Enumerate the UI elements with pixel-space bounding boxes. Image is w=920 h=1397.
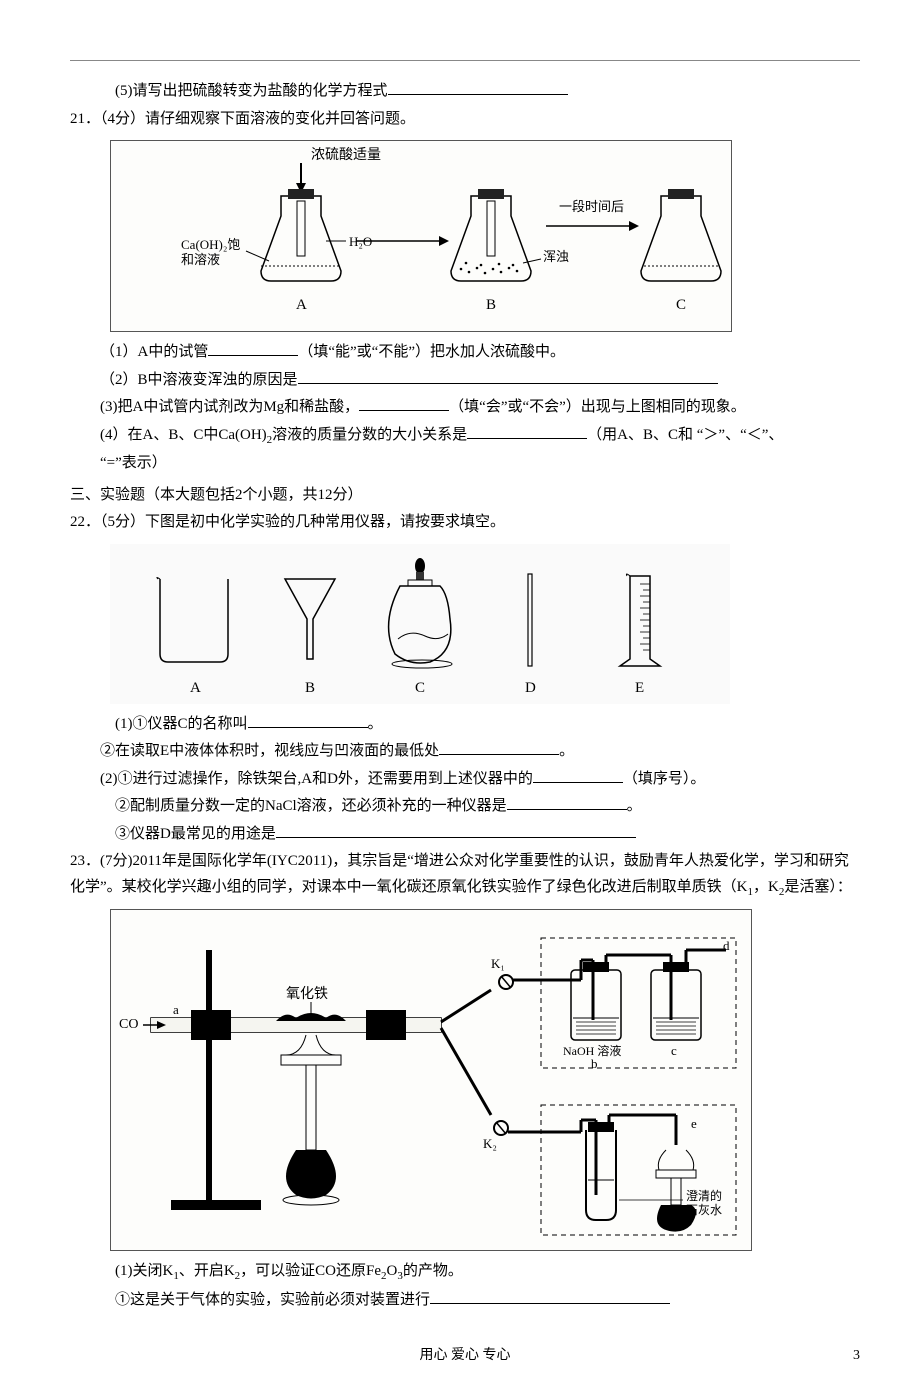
svg-text:A: A — [190, 680, 201, 696]
q22-2-2: ②配制质量分数一定的NaCl溶液，还必须补充的一种仪器是。 — [70, 794, 860, 820]
q21-4: (4）在A、B、C中Ca(OH)2溶液的质量分数的大小关系是（用A、B、C和 “… — [70, 423, 860, 450]
label-k2: K₂ — [483, 1136, 497, 1151]
svg-text:A: A — [296, 297, 307, 313]
label-co: CO — [119, 1017, 138, 1032]
q22-2-3: ③仪器D最常见的用途是 — [70, 822, 860, 848]
q22-1-1: (1)①仪器C的名称叫。 — [70, 712, 860, 738]
q23-1-1: ①这是关于气体的实验，实验前必须对装置进行 — [70, 1288, 860, 1314]
instrument-c: C — [389, 558, 452, 696]
q23-stem: 23．(7分)2011年是国际化学年(IYC2011)，其宗旨是“增进公众对化学… — [70, 849, 860, 901]
q22-figure: A B C D E — [110, 544, 730, 704]
blank-22-1-1[interactable] — [248, 712, 368, 728]
svg-text:和溶液: 和溶液 — [181, 252, 220, 267]
section3-head: 三、实验题（本大题包括2个小题，共12分） — [70, 483, 860, 509]
blank-21-2[interactable] — [298, 368, 718, 384]
label-turbid: 浑浊 — [543, 249, 569, 264]
q21-2: （2）B中溶液变浑浊的原因是 — [70, 368, 860, 394]
page-footer: 用心 爱心 专心 3 — [70, 1344, 860, 1368]
svg-text:D: D — [525, 680, 536, 696]
q22-1-2: ②在读取E中液体体积时，视线应与凹液面的最低处。 — [70, 739, 860, 765]
label-caoh2: Ca(OH)₂饱 — [181, 237, 240, 252]
blank-22-1-2[interactable] — [439, 739, 559, 755]
q23-figure: CO a 氧化铁 K₁ K₂ d NaOH 溶液 b — [110, 909, 752, 1251]
q21-4b: “=”表示） — [70, 451, 860, 477]
q23-1: (1)关闭K1、开启K2，可以验证CO还原Fe2O3的产物。 — [70, 1259, 860, 1286]
q21-figure: 浓硫酸适量 Ca(OH)₂饱 和溶液 H₂O A 浑浊 B 一段时间后 — [110, 140, 732, 332]
blank-22-2-3[interactable] — [276, 822, 636, 838]
q22-2-1: (2)①进行过滤操作，除铁架台,A和D外，还需要用到上述仪器中的（填序号）。 — [70, 767, 860, 793]
q20-part5: (5)请写出把硫酸转变为盐酸的化学方程式 — [70, 79, 860, 105]
page-number: 3 — [853, 1344, 860, 1368]
blank-equation[interactable] — [388, 79, 568, 95]
q21-1: （1）A中的试管（填“能”或“不能”）把水加人浓硫酸中。 — [70, 340, 860, 366]
label-k1: K₁ — [491, 956, 505, 971]
svg-text:C: C — [676, 297, 686, 313]
label-time: 一段时间后 — [559, 199, 624, 214]
instrument-a: A — [157, 577, 228, 696]
blank-21-4[interactable] — [467, 423, 587, 439]
label-oxide: 氧化铁 — [286, 986, 328, 1002]
label-a: a — [173, 1002, 179, 1017]
q21-stem: 21．（4分）请仔细观察下面溶液的变化并回答问题。 — [70, 107, 860, 133]
svg-text:B: B — [486, 297, 496, 313]
label-b: b — [591, 1056, 598, 1071]
blank-22-2-2[interactable] — [507, 794, 627, 810]
svg-text:E: E — [635, 680, 644, 696]
svg-text:B: B — [305, 680, 315, 696]
label-acid: 浓硫酸适量 — [311, 147, 381, 163]
label-limewater: 澄清的 — [686, 1188, 722, 1203]
label-c: c — [671, 1043, 677, 1058]
label-e: e — [691, 1116, 697, 1131]
blank-22-2-1[interactable] — [533, 767, 623, 783]
instrument-e: E — [620, 574, 660, 696]
footer-motto: 用心 爱心 专心 — [420, 1348, 511, 1363]
q21-3: (3)把A中试管内试剂改为Mg和稀盐酸，（填“会”或“不会”）出现与上图相同的现… — [70, 395, 860, 421]
blank-21-3[interactable] — [359, 395, 449, 411]
instrument-d: D — [525, 574, 536, 696]
svg-text:石灰水: 石灰水 — [686, 1203, 722, 1217]
svg-text:C: C — [415, 680, 425, 696]
q22-stem: 22．（5分）下图是初中化学实验的几种常用仪器，请按要求填空。 — [70, 510, 860, 536]
blank-21-1[interactable] — [208, 340, 298, 356]
instrument-b: B — [285, 579, 335, 696]
